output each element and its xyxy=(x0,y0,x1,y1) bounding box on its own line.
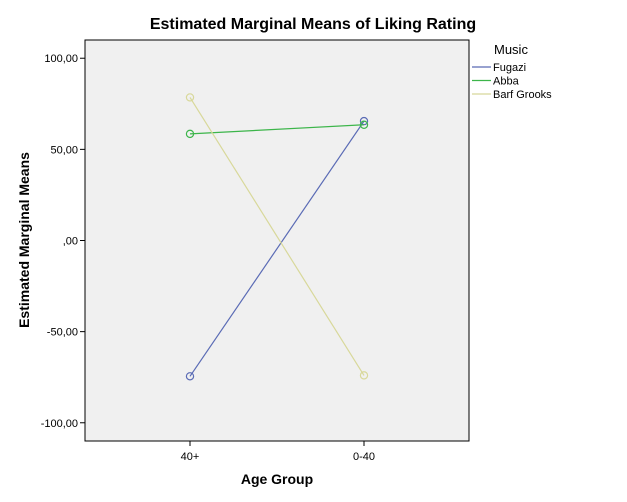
x-axis-label: Age Group xyxy=(241,471,313,487)
y-tick-label: 100,00 xyxy=(44,53,78,65)
x-tick-label: 0-40 xyxy=(353,451,375,463)
y-tick-label: 50,00 xyxy=(50,144,78,156)
series-line xyxy=(189,120,365,377)
plot-area xyxy=(84,39,470,442)
series-abba xyxy=(185,120,369,139)
series-line xyxy=(189,124,365,135)
chart-title: Estimated Marginal Means of Liking Ratin… xyxy=(150,16,476,33)
legend-item: Fugazi xyxy=(472,62,526,74)
data-point-marker xyxy=(185,372,195,381)
data-point-marker xyxy=(359,120,369,129)
y-tick-label: ,00 xyxy=(63,236,78,248)
legend-label: Fugazi xyxy=(493,62,526,74)
series-line xyxy=(189,97,365,376)
x-axis: 40+ 0-40 xyxy=(181,441,375,463)
data-point-marker xyxy=(359,371,369,380)
series-layer xyxy=(185,93,369,381)
legend-label: Barf Grooks xyxy=(493,89,552,101)
y-axis-label: Estimated Marginal Means xyxy=(16,152,32,328)
legend-item: Barf Grooks xyxy=(472,89,552,101)
y-tick-label: -100,00 xyxy=(41,418,78,430)
y-tick-label: -50,00 xyxy=(47,327,78,339)
legend-item: Abba xyxy=(472,76,520,88)
legend-label: Abba xyxy=(493,76,520,88)
series-barf-grooks xyxy=(185,93,369,380)
data-point-marker xyxy=(359,116,369,126)
data-point-marker xyxy=(185,129,195,139)
data-point-marker xyxy=(185,93,195,102)
y-axis: 100,00 50,00 ,00 -50,00 -100,00 xyxy=(41,53,85,430)
series-fugazi xyxy=(185,116,369,381)
legend-title: Music xyxy=(494,42,528,57)
x-tick-label: 40+ xyxy=(181,451,200,463)
